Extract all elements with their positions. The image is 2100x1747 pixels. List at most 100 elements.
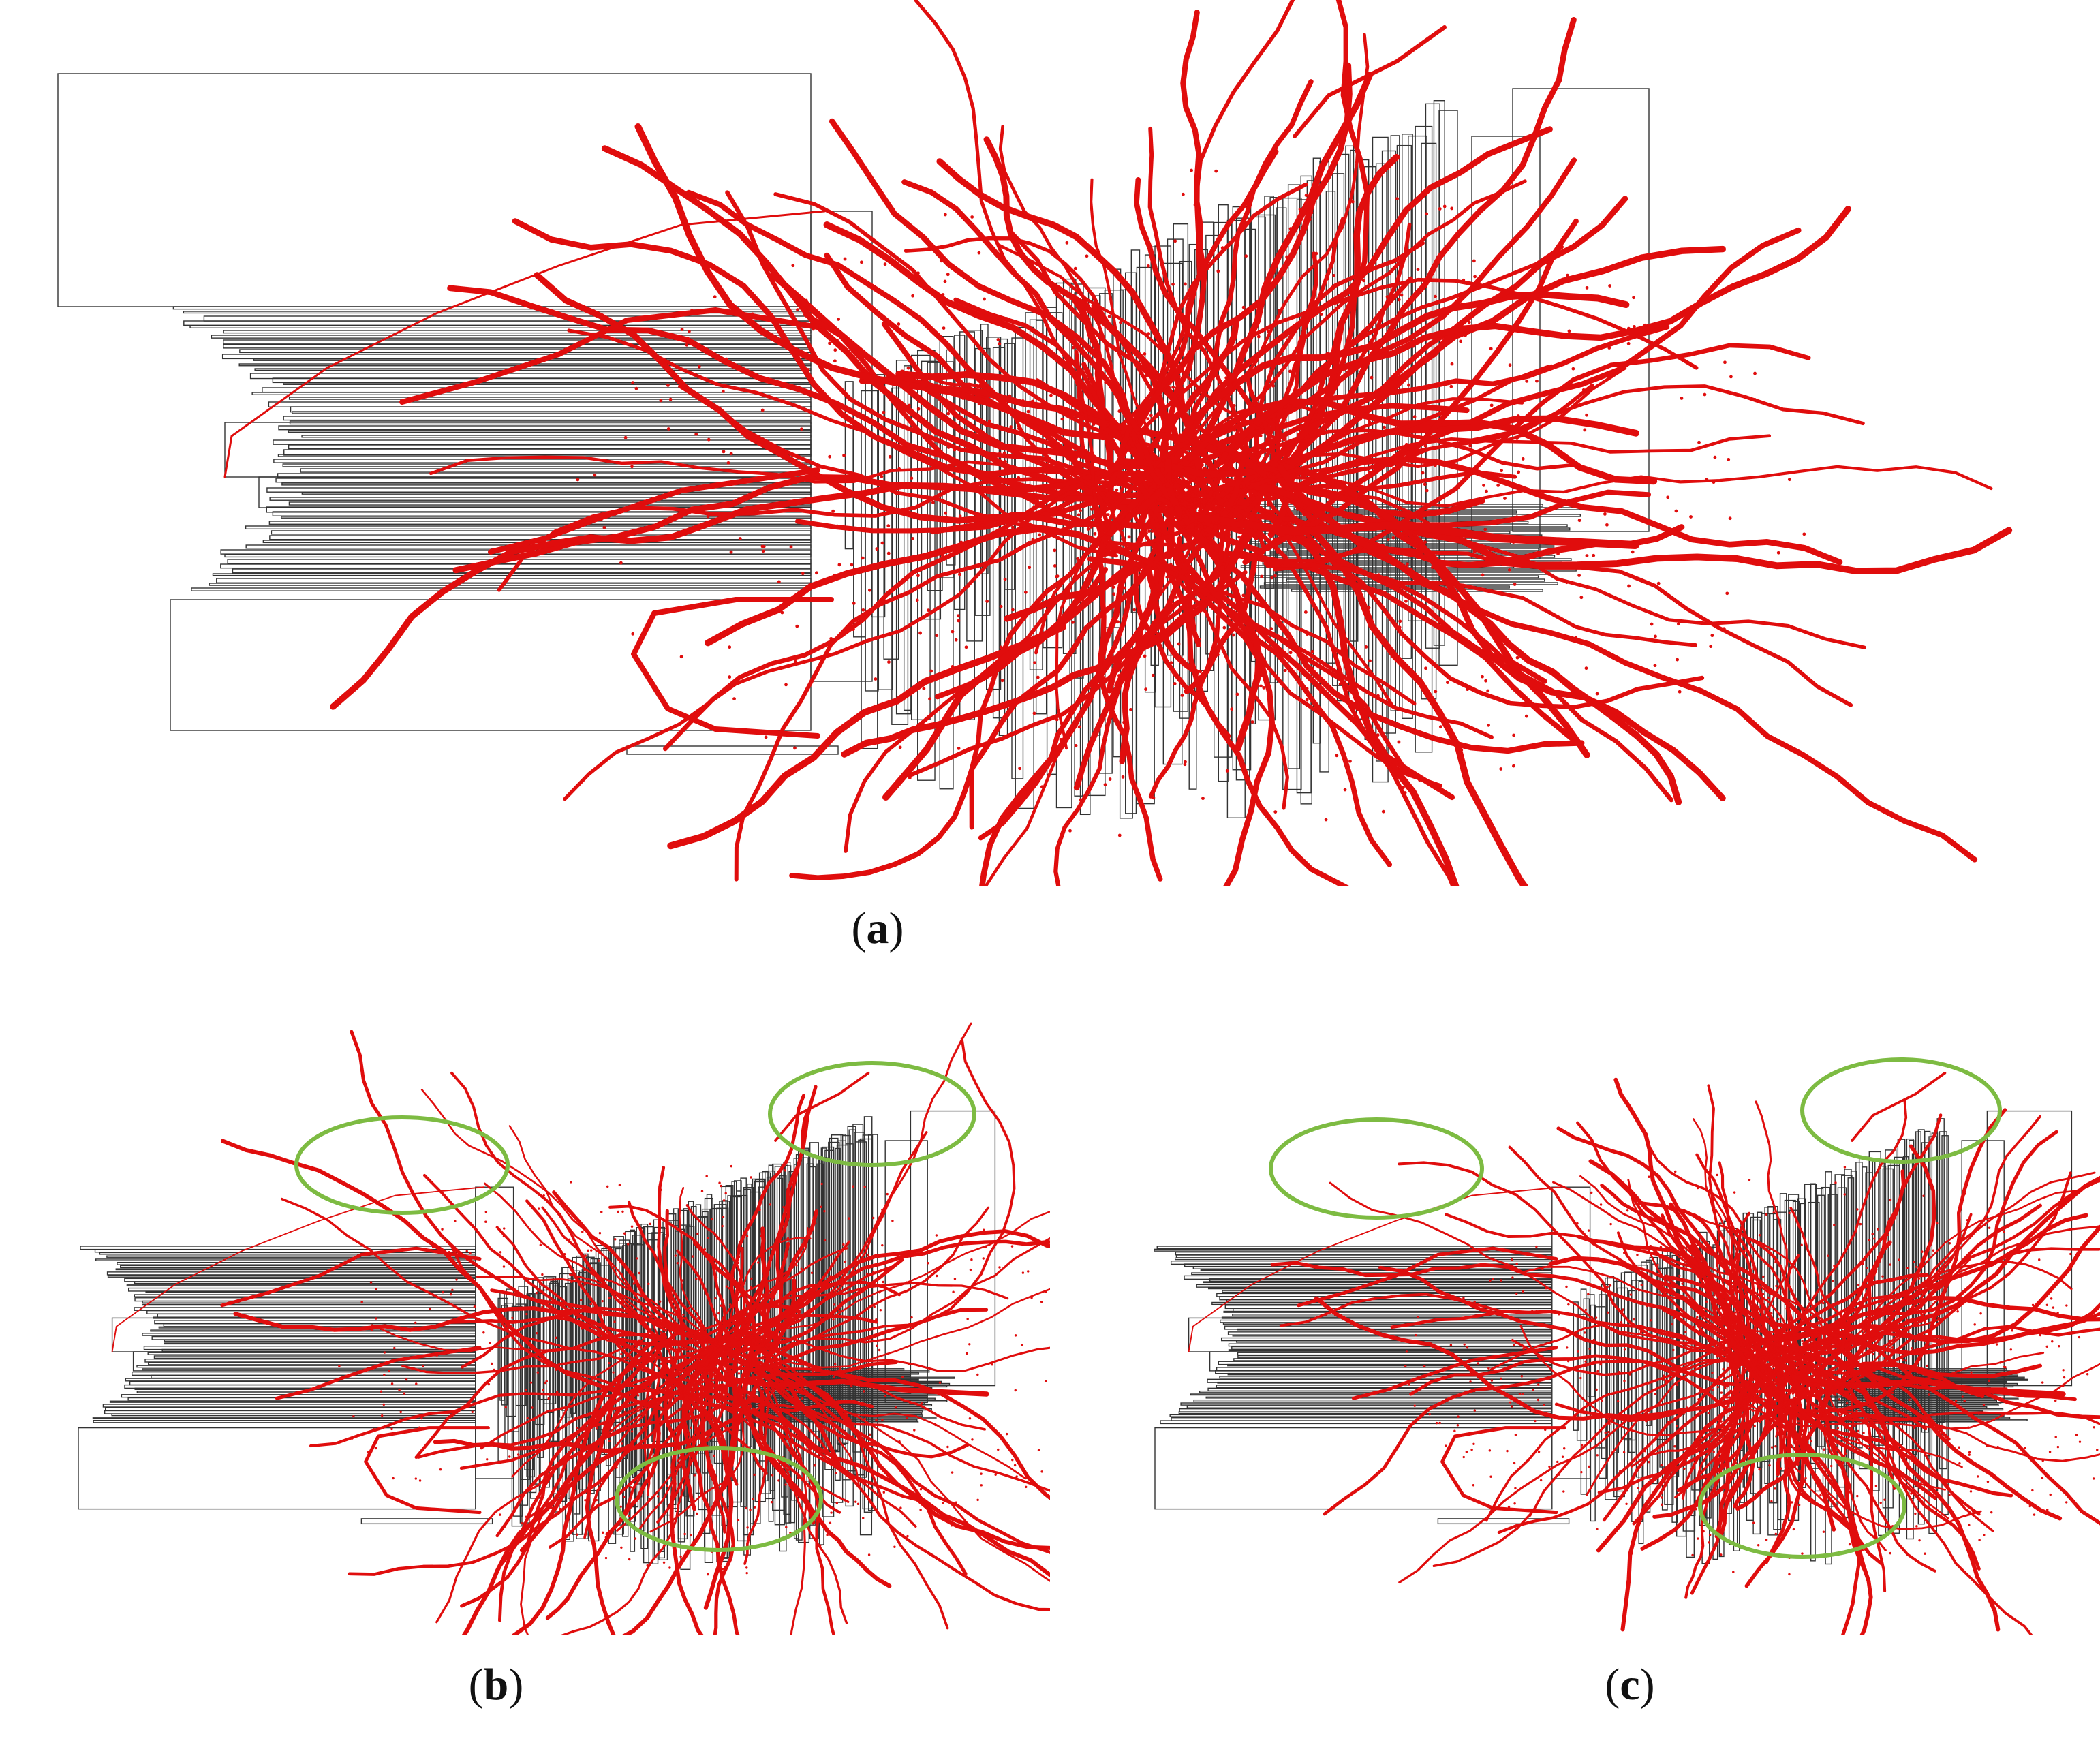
trajectory-path: [1205, 324, 1670, 442]
trajectory-path: [1291, 465, 1993, 508]
trajectory-point: [1672, 1316, 1676, 1320]
trajectory-point: [1318, 183, 1322, 187]
trajectory-point: [697, 365, 701, 369]
trajectory-point: [1283, 668, 1287, 672]
trajectory-point: [1198, 511, 1201, 515]
trajectory-point: [1113, 619, 1117, 623]
trajectory-point: [1165, 575, 1169, 579]
trajectory-point: [1785, 1367, 1789, 1370]
trajectory-point: [551, 1506, 553, 1509]
trajectory-point: [1988, 1379, 1990, 1382]
trajectory-point: [2033, 1513, 2036, 1516]
trajectory-point: [1009, 512, 1013, 516]
trajectory-point: [1241, 477, 1245, 481]
trajectory-point: [911, 294, 914, 298]
trajectory-point: [1128, 433, 1132, 437]
trajectory-point: [374, 1447, 377, 1450]
trajectory-point: [369, 1281, 373, 1284]
trajectory-point: [2045, 1303, 2049, 1307]
trajectory-point: [1710, 634, 1714, 638]
trajectory-point: [383, 1351, 386, 1354]
bounding-box: [1821, 1421, 1978, 1423]
trajectory-point: [997, 1448, 1000, 1451]
trajectory-point: [784, 683, 788, 687]
trajectory-point: [414, 1321, 417, 1325]
trajectory-point: [1044, 1290, 1047, 1294]
trajectory-point: [536, 1331, 538, 1335]
trajectory-point: [648, 1476, 651, 1479]
trajectory-point: [1734, 1462, 1738, 1465]
trajectory-point: [944, 511, 947, 515]
trajectory-point: [1899, 1363, 1902, 1366]
trajectory-point: [1748, 1378, 1751, 1380]
trajectory-point: [630, 1440, 634, 1443]
trajectory-point: [819, 1544, 822, 1547]
trajectory-point: [1265, 512, 1269, 516]
trajectory-point: [785, 1349, 788, 1352]
trajectory-point: [2054, 1399, 2057, 1402]
trajectory-point: [1705, 1300, 1708, 1303]
trajectory-point: [516, 1453, 520, 1456]
trajectory-point: [1473, 1300, 1476, 1303]
trajectory-point: [681, 1377, 684, 1380]
trajectory-point: [1643, 323, 1647, 327]
trajectory-point: [874, 1303, 876, 1305]
trajectory-point: [602, 525, 606, 529]
trajectory-point: [1186, 505, 1190, 508]
bounding-box: [1222, 1323, 1553, 1325]
trajectory-point: [998, 342, 1002, 346]
trajectory-point: [1489, 1279, 1492, 1282]
trajectory-point: [454, 1220, 457, 1222]
trajectory-point: [1579, 596, 1584, 600]
trajectory-point: [1682, 1376, 1684, 1379]
trajectory-point: [1813, 1342, 1816, 1344]
bounding-box: [151, 1374, 476, 1379]
trajectory-point: [613, 1320, 616, 1323]
trajectory-point: [717, 1327, 720, 1329]
trajectory-point: [820, 1182, 823, 1186]
trajectory-point: [1188, 493, 1192, 497]
trajectory-path: [552, 1190, 686, 1335]
bounding-box: [543, 1276, 557, 1404]
trajectory-point: [733, 1362, 737, 1365]
bounding-box: [1231, 1346, 1553, 1350]
trajectory-point: [645, 1427, 648, 1430]
trajectory-point: [1693, 1246, 1696, 1248]
trajectory-point: [1073, 266, 1077, 270]
trajectory-point: [1566, 273, 1569, 277]
trajectory-point: [1630, 1552, 1633, 1555]
trajectory-point: [2038, 1258, 2041, 1261]
trajectory-point: [1212, 525, 1216, 529]
trajectory-point: [1656, 1263, 1659, 1267]
trajectory-path: [1107, 434, 1275, 886]
trajectory-point: [1585, 554, 1589, 558]
trajectory-point: [1783, 1435, 1786, 1438]
trajectory-point: [1848, 1543, 1851, 1546]
trajectory-point: [1239, 484, 1243, 489]
trajectory-point: [730, 1453, 733, 1456]
trajectory-point: [1915, 1410, 1918, 1412]
trajectory-point: [1446, 681, 1449, 684]
trajectory-point: [752, 1334, 754, 1337]
trajectory-point: [2056, 1312, 2059, 1314]
trajectory-point: [1788, 1309, 1791, 1312]
trajectory-point: [622, 1496, 626, 1498]
trajectory-point: [737, 1361, 740, 1364]
trajectory-path: [583, 1340, 745, 1539]
trajectory-point: [810, 598, 814, 602]
trajectory-point: [1152, 371, 1156, 375]
trajectory-point: [685, 1429, 689, 1432]
trajectory-point: [696, 1406, 700, 1409]
trajectory-point: [814, 1222, 817, 1225]
trajectory-point: [1891, 1391, 1894, 1394]
trajectory-point: [1783, 1414, 1787, 1418]
trajectory-point: [1541, 608, 1545, 612]
trajectory-point: [1438, 725, 1442, 729]
trajectory-point: [746, 1526, 749, 1529]
trajectory-point: [1078, 465, 1081, 469]
trajectory-point: [720, 1304, 722, 1307]
trajectory-path: [1175, 149, 1279, 450]
trajectory-point: [1343, 572, 1347, 576]
trajectory-point: [1717, 1261, 1720, 1265]
trajectory-point: [1719, 1252, 1723, 1255]
